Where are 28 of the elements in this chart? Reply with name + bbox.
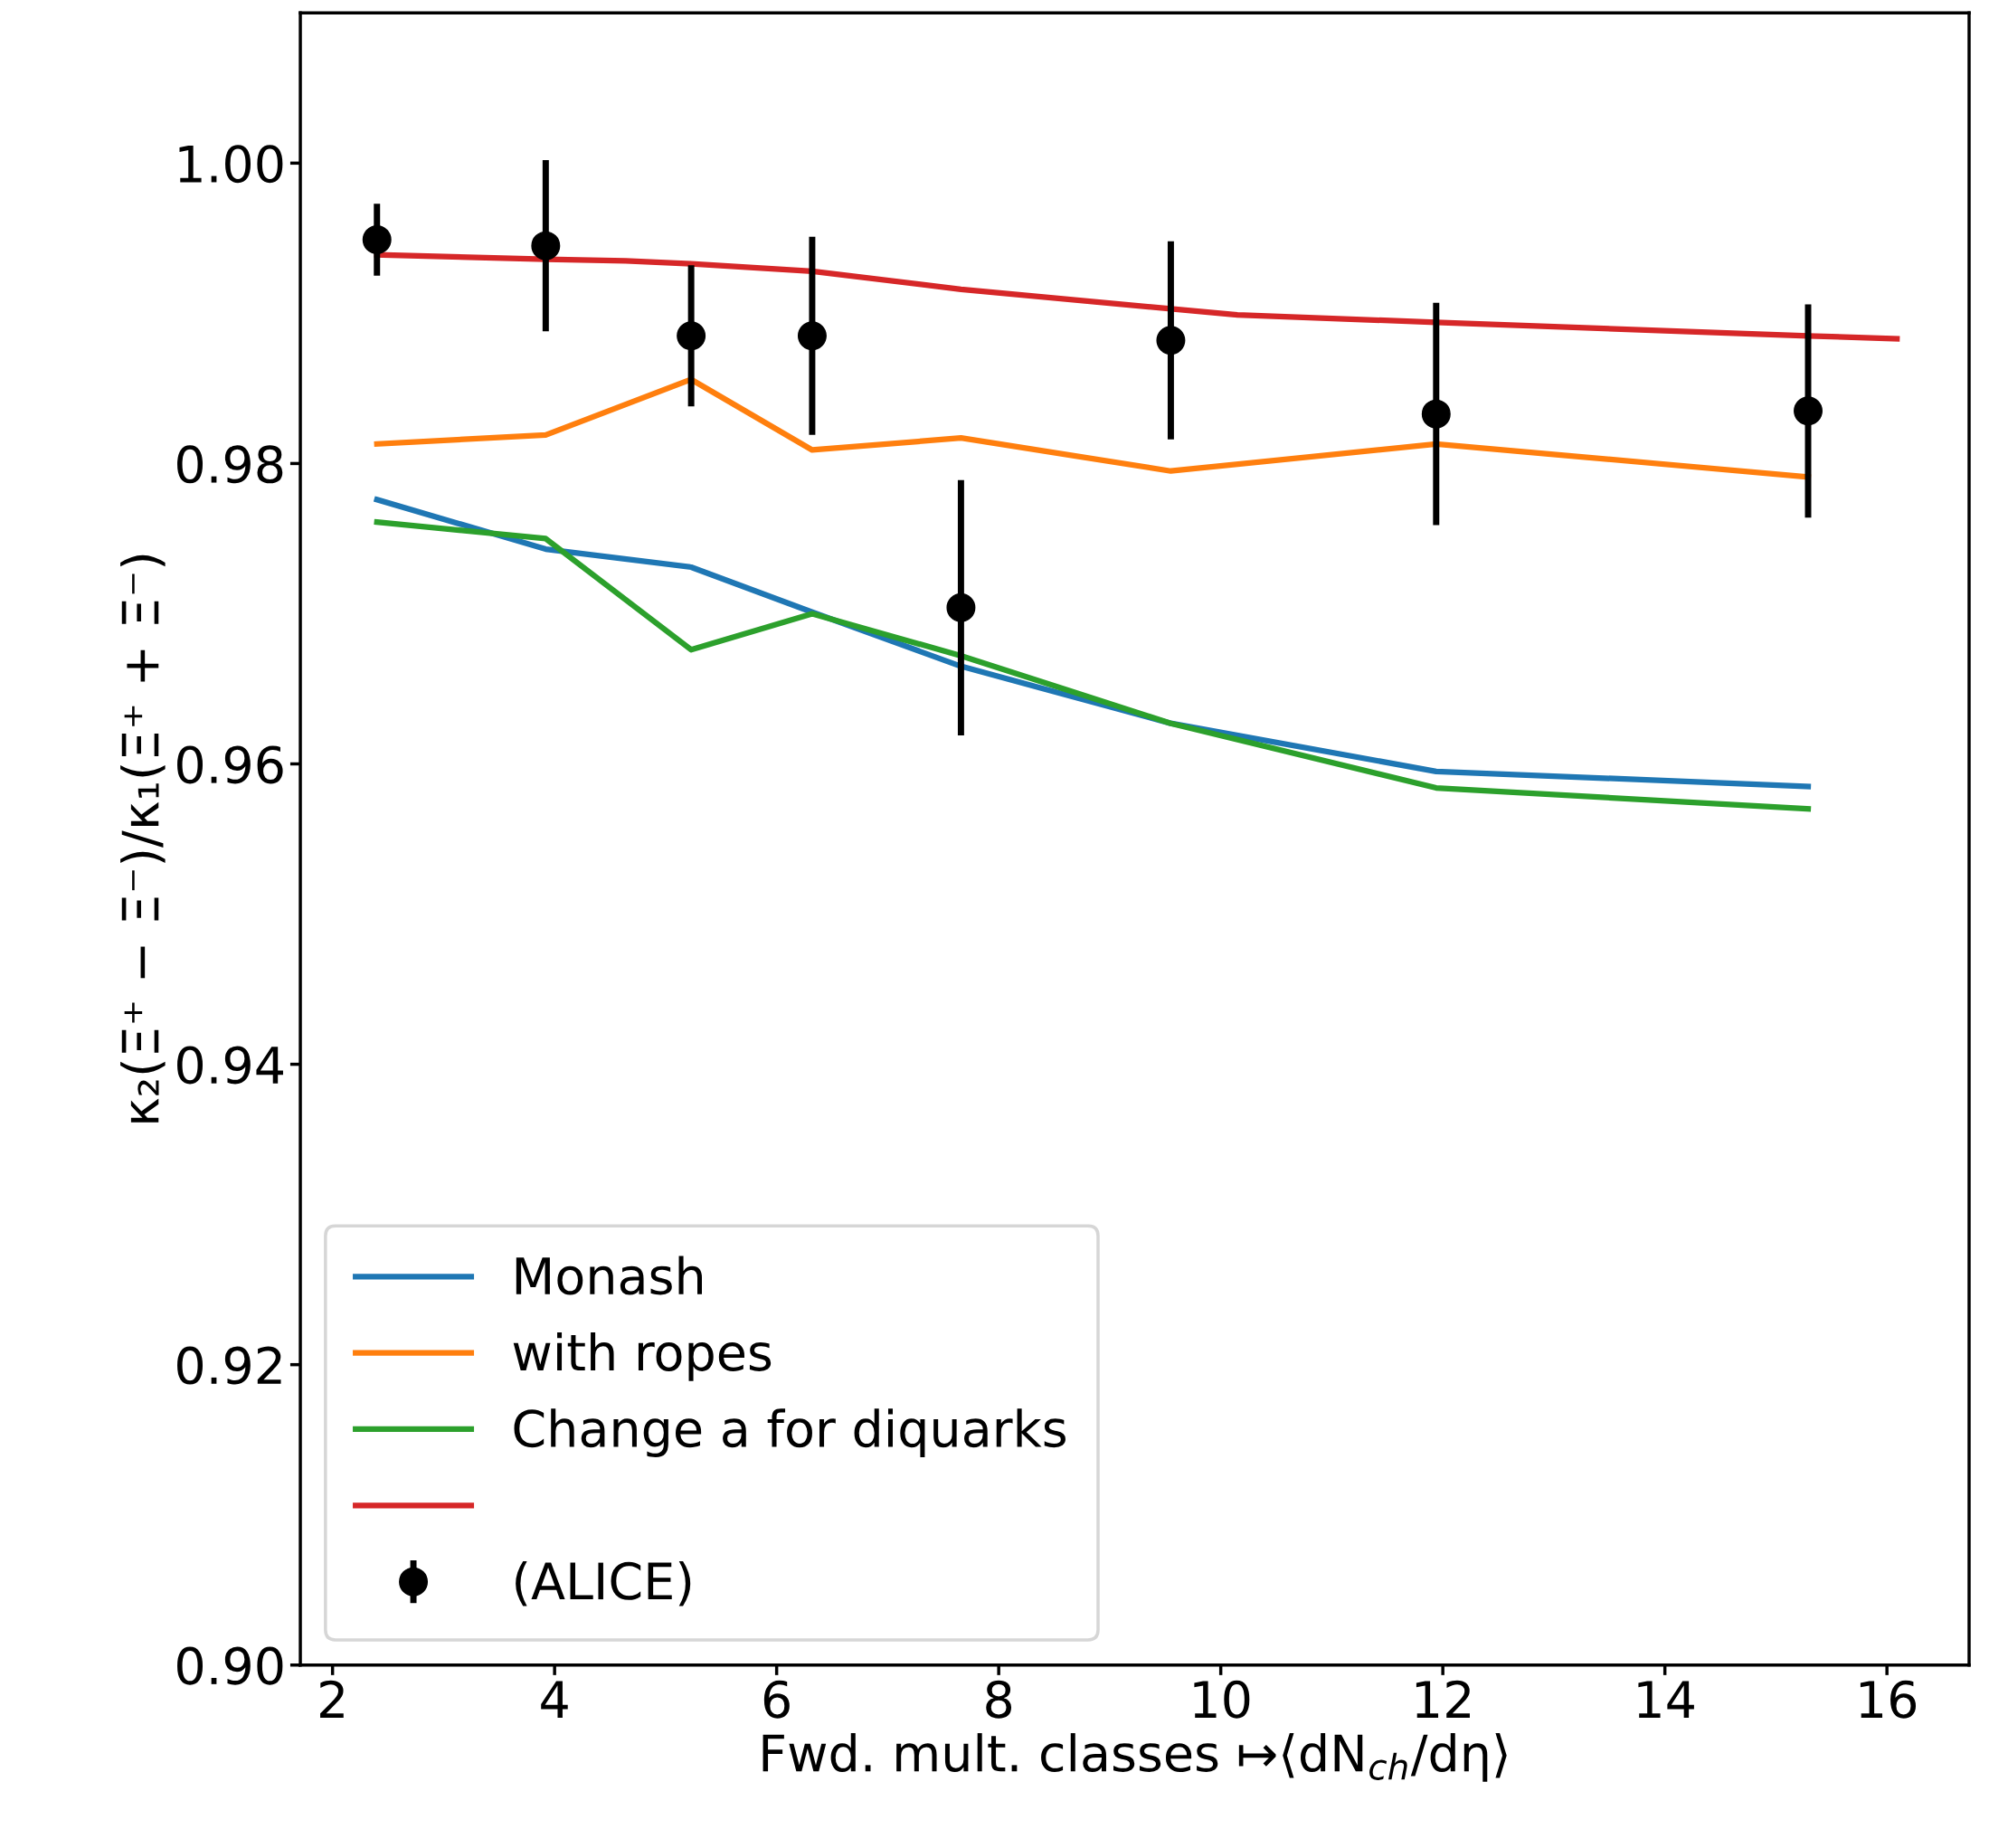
point	[531, 231, 561, 261]
x-tick-label: 12	[1416, 1680, 1470, 1718]
point	[677, 321, 706, 351]
point	[1794, 396, 1823, 426]
x-axis-title: Fwd. mult. classes ↦⟨dN$_{ch}$/dη⟩	[762, 1733, 1507, 1782]
x-tick-label: 4	[541, 1681, 568, 1718]
y-tick-label: 0.92	[177, 1346, 281, 1385]
x-tick-label: 2	[320, 1680, 344, 1718]
y-tick-label: 0.96	[177, 745, 283, 784]
y-tick-label: 0.90	[177, 1646, 283, 1685]
x-tick-label: 14	[1638, 1681, 1694, 1718]
point	[1421, 399, 1451, 429]
point	[362, 225, 392, 254]
x-tick-label: 8	[986, 1680, 1012, 1719]
point	[946, 592, 976, 622]
legend-label: with ropes	[513, 1332, 772, 1381]
point	[797, 321, 827, 351]
y-tick-label: 1.00	[179, 145, 283, 184]
x-tick-label: 6	[763, 1680, 790, 1719]
x-tick-label: 10	[1194, 1680, 1250, 1719]
point	[1156, 326, 1186, 355]
x-tick-label: 16	[1860, 1680, 1917, 1719]
y-tick-label: 0.94	[177, 1046, 283, 1085]
legend-label: Monash	[516, 1256, 702, 1295]
y-tick-label: 0.98	[177, 445, 283, 484]
legend-label: Change a for diquarks	[514, 1408, 1066, 1457]
legend-label: (ALICE)	[516, 1560, 691, 1606]
y-axis-title: κ₂(Ξ⁺ − Ξ⁻)/κ₁(Ξ⁺ + Ξ⁻)	[120, 554, 166, 1123]
